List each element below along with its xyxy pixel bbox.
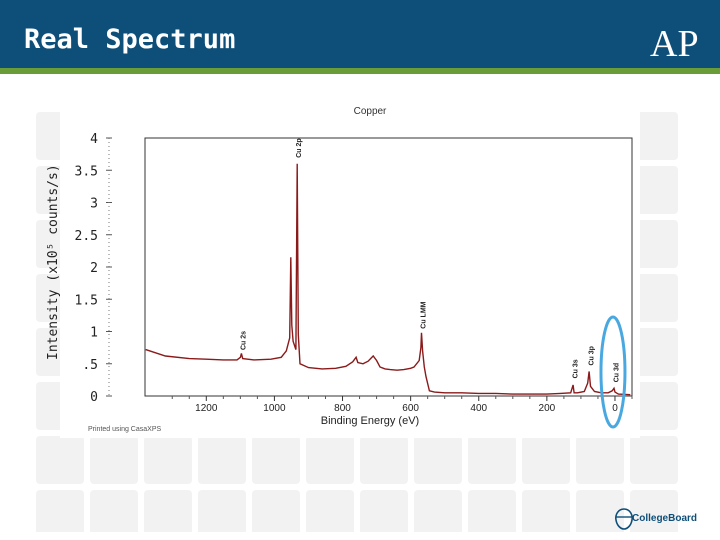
y-tick-label: 1.5 [75, 293, 98, 308]
background-tile [630, 436, 678, 484]
background-tile [414, 490, 462, 532]
y-tick-label: 2 [90, 261, 98, 276]
background-tile [630, 112, 678, 160]
background-tile [522, 436, 570, 484]
background-tile [90, 436, 138, 484]
background-tile [360, 490, 408, 532]
background-tile [144, 490, 192, 532]
acorn-icon [615, 508, 633, 530]
background-tile [468, 436, 516, 484]
x-axis-title: Binding Energy (eV) [321, 415, 419, 427]
slide-header [0, 0, 720, 68]
background-tile [630, 166, 678, 214]
spectrum-line [145, 163, 631, 396]
background-tile [576, 436, 624, 484]
peak-label: Cu 3p [588, 346, 595, 365]
collegeboard-logo [612, 506, 712, 532]
x-tick-label: 1000 [263, 403, 286, 414]
x-tick-label: 400 [470, 403, 487, 414]
background-tile [630, 328, 678, 376]
chart-footnote: Printed using CasaXPS [88, 426, 161, 433]
y-tick-label: 1 [90, 326, 98, 341]
collegeboard-text: CollegeBoard [632, 513, 698, 524]
background-tile [630, 490, 678, 532]
plot-frame [144, 137, 633, 397]
background-tile [252, 436, 300, 484]
background-tile [630, 274, 678, 322]
chart-title: Copper [354, 106, 387, 117]
background-tile [90, 490, 138, 532]
y-tick-label: .5 [82, 358, 98, 373]
x-tick-label: 800 [334, 403, 351, 414]
y-tick-label: 0 [90, 390, 98, 405]
header-stripe [0, 68, 720, 74]
y-tick-label: 3.5 [75, 164, 98, 179]
background-tile [36, 436, 84, 484]
x-tick-label: 1200 [195, 403, 218, 414]
peak-label: Cu 2p [296, 138, 303, 157]
y-axis-title: Intensity (x10⁵ counts/s) [46, 164, 61, 360]
background-tile [306, 436, 354, 484]
background-tile [414, 436, 462, 484]
y-tick-label: 2.5 [75, 229, 98, 244]
background-tile [198, 490, 246, 532]
peak-label: Cu 2s [240, 331, 247, 350]
peak-label: Cu 3d [613, 363, 620, 382]
y-tick-label: 4 [90, 132, 98, 147]
background-tile [522, 490, 570, 532]
x-tick-label: 200 [539, 403, 556, 414]
x-tick-label: 0 [612, 403, 618, 414]
plot-panel [60, 100, 640, 438]
slide-title: Real Spectrum [24, 24, 236, 55]
background-tile [630, 220, 678, 268]
background-tile [252, 490, 300, 532]
ap-logo-text: AP [650, 23, 699, 62]
background-tile [144, 436, 192, 484]
cu-3d-highlight [599, 315, 627, 429]
background-tile [306, 490, 354, 532]
peak-label: Cu 3s [572, 359, 579, 378]
background-tile [630, 382, 678, 430]
background-tile [468, 490, 516, 532]
x-tick-label: 600 [402, 403, 419, 414]
background-tile [360, 436, 408, 484]
background-tile [576, 490, 624, 532]
background-tile [198, 436, 246, 484]
y-tick-label: 3 [90, 197, 98, 212]
peak-label: Cu LMM [421, 301, 428, 328]
background-tile [36, 490, 84, 532]
ap-logo: AP [650, 23, 699, 62]
